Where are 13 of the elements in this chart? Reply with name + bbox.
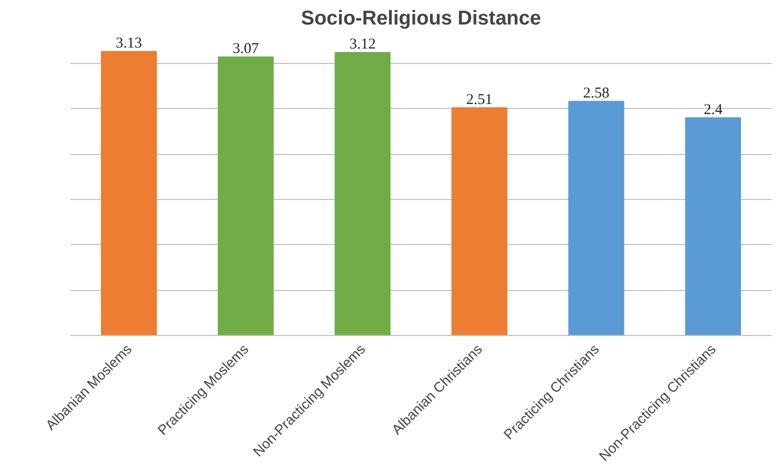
bar: [100, 51, 157, 336]
bar: [334, 52, 391, 336]
bar: [451, 107, 508, 336]
bar: [685, 117, 742, 336]
data-label: 3.13: [116, 36, 142, 52]
bar: [218, 56, 274, 336]
data-label: 2.4: [704, 102, 723, 118]
data-label: 2.51: [466, 92, 493, 108]
data-label: 3.07: [232, 40, 260, 57]
data-label: 2.58: [583, 85, 610, 102]
data-label: 3.12: [349, 36, 376, 52]
chart-title: Socio-Religious Distance: [300, 8, 542, 30]
bar: [568, 100, 624, 336]
